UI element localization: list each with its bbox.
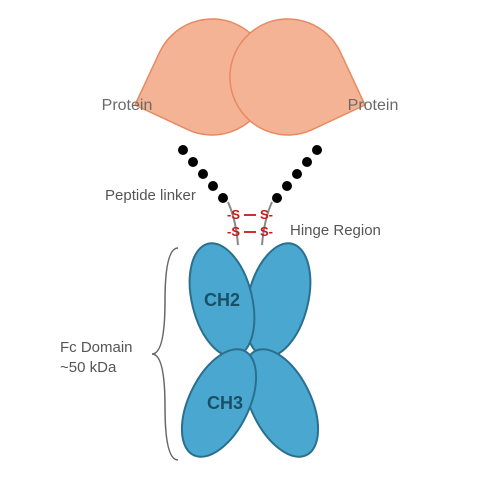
fc-domain-label-1: Fc Domain xyxy=(60,339,133,356)
linker-dot-left-1 xyxy=(188,157,198,167)
disulfide-1-left: -S xyxy=(227,224,240,239)
linker-dot-right-4 xyxy=(272,193,282,203)
linker-dot-left-4 xyxy=(218,193,228,203)
fc-domain-label-2: ~50 kDa xyxy=(60,359,117,376)
fc-fusion-diagram: Protein Protein Peptide linker -S S- -S S- Hing… xyxy=(0,0,500,500)
linker-dot-right-3 xyxy=(282,181,292,191)
linker-dot-left-0 xyxy=(178,145,188,155)
hinge-region-label: Hinge Region xyxy=(290,222,381,239)
disulfide-1-right: S- xyxy=(260,224,273,239)
ch3-label: CH3 xyxy=(207,393,243,413)
disulfide-0-left: -S xyxy=(227,207,240,222)
protein-right-label: Protein xyxy=(348,97,399,114)
protein-left-label: Protein xyxy=(102,97,153,114)
linker-dot-left-3 xyxy=(208,181,218,191)
linker-dot-right-0 xyxy=(312,145,322,155)
linker-dot-left-2 xyxy=(198,169,208,179)
ch2-label: CH2 xyxy=(204,290,240,310)
linker-dot-right-1 xyxy=(302,157,312,167)
linker-dot-right-2 xyxy=(292,169,302,179)
peptide-linker-label: Peptide linker xyxy=(105,187,196,204)
disulfide-0-right: S- xyxy=(260,207,273,222)
